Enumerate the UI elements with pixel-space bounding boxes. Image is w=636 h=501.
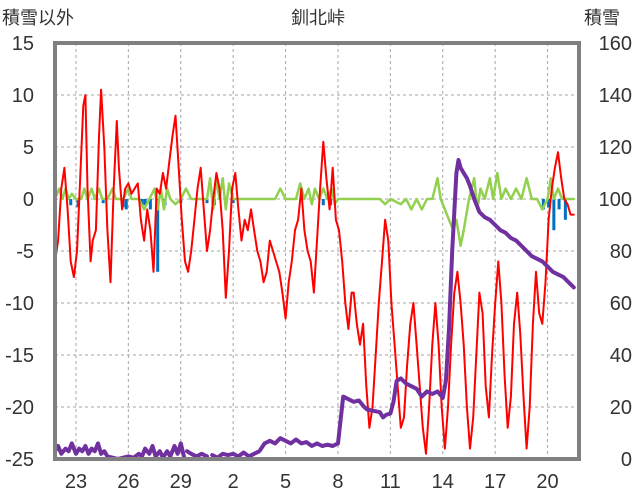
bar-precipitation-14 [321, 199, 325, 206]
right-tick-label-6: 40 [610, 345, 632, 367]
left-tick-label-7: -20 [5, 397, 34, 419]
bar-precipitation-19 [557, 199, 561, 210]
x-tick-label-2: 29 [170, 471, 192, 493]
line-temperature-0 [54, 88, 575, 455]
bar-precipitation-5 [140, 199, 144, 206]
left-tick-label-5: -10 [5, 293, 34, 315]
x-tick-label-9: 20 [536, 471, 558, 493]
right-tick-label-2: 120 [599, 137, 632, 159]
line-snow_depth-0 [53, 441, 186, 461]
bar-precipitation-13 [231, 199, 235, 204]
bar-precipitation-11 [205, 199, 209, 204]
line-snow_depth-2 [210, 158, 576, 460]
left-tick-label-0: 15 [12, 33, 34, 55]
series-layer [53, 88, 576, 461]
right-axis-ticks: 160 140 120 100 80 60 40 20 0 [599, 33, 632, 471]
right-tick-label-7: 20 [610, 397, 632, 419]
bar-precipitation-7 [148, 199, 152, 210]
bar-precipitation-1 [76, 199, 80, 208]
bar-precipitation-16 [541, 199, 545, 210]
x-tick-label-3: 2 [228, 471, 239, 493]
line-green_series-0 [53, 171, 576, 248]
left-tick-label-3: 0 [23, 189, 34, 211]
right-tick-label-4: 80 [610, 241, 632, 263]
bar-precipitation-4 [124, 199, 128, 210]
right-tick-label-0: 160 [599, 33, 632, 55]
x-tick-label-7: 14 [432, 471, 454, 493]
bar-precipitation-0 [69, 199, 73, 206]
right-tick-label-3: 100 [599, 189, 632, 211]
bar-precipitation-2 [101, 199, 105, 204]
bar-precipitation-17 [547, 199, 551, 208]
right-tick-label-8: 0 [621, 449, 632, 471]
left-tick-label-4: -5 [16, 241, 34, 263]
line-snow_depth-1 [185, 449, 209, 459]
bar-precipitation-6 [143, 199, 147, 206]
right-axis-title: 積雪 [584, 8, 620, 28]
bar-precipitation-8 [156, 199, 160, 272]
plot-frame [53, 41, 581, 461]
left-axis-ticks: 15 10 5 0 -5 -10 -15 -20 -25 [5, 33, 34, 471]
right-tick-label-1: 140 [599, 85, 632, 107]
left-tick-label-6: -15 [5, 345, 34, 367]
x-tick-label-4: 5 [280, 471, 291, 493]
bar-precipitation-18 [552, 199, 556, 231]
x-axis-ticks: 23 26 29 2 5 8 11 14 17 20 [65, 471, 559, 493]
chart-title: 釧北峠 [291, 8, 345, 28]
x-tick-label-8: 17 [484, 471, 506, 493]
left-axis-title: 積雪以外 [2, 8, 74, 28]
left-tick-label-8: -25 [5, 449, 34, 471]
x-tick-label-5: 8 [332, 471, 343, 493]
right-tick-label-5: 60 [610, 293, 632, 315]
x-tick-label-1: 26 [117, 471, 139, 493]
left-tick-label-1: 10 [12, 85, 34, 107]
x-tick-label-0: 23 [65, 471, 87, 493]
left-tick-label-2: 5 [23, 137, 34, 159]
bar-precipitation-20 [563, 199, 567, 220]
x-tick-label-6: 11 [380, 471, 401, 493]
